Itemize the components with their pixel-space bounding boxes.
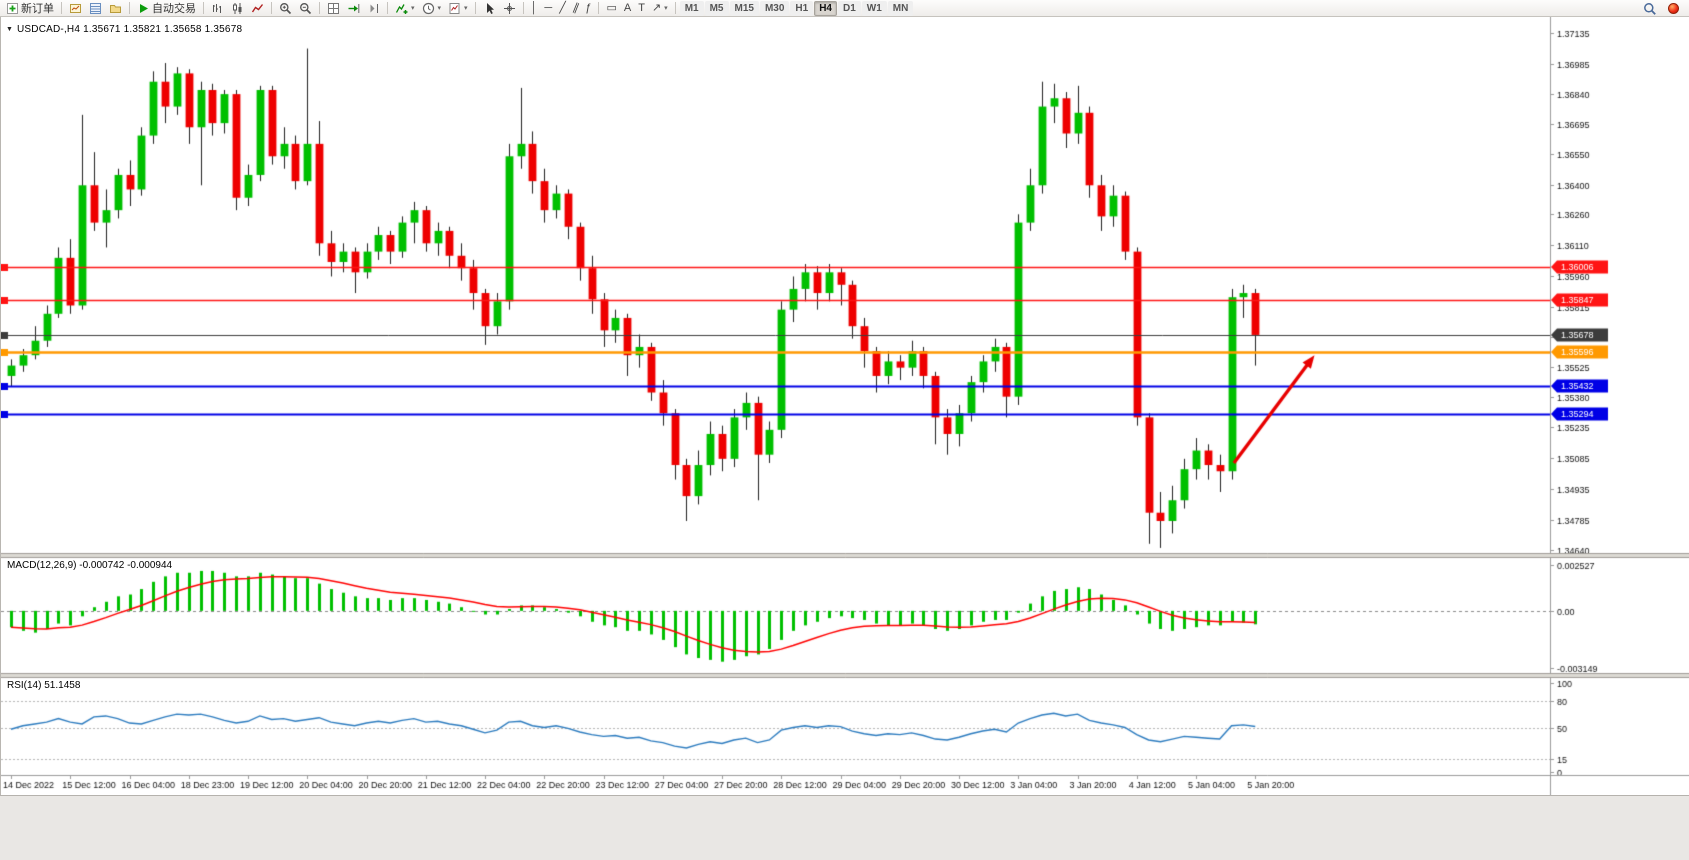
chart-collapse-icon[interactable]: ▼ [6,26,13,33]
zoom-in-icon [280,2,292,14]
new-order-icon [7,2,18,14]
toolbar-separator [319,2,320,14]
trendline-button[interactable]: ╱ [556,1,569,16]
cursor-icon [486,2,494,14]
price-chart-canvas[interactable] [1,17,1689,795]
autotrading-icon [140,3,148,13]
shapes-icon: ▭ [606,1,617,14]
periods-icon [422,2,434,14]
status-area [0,795,1689,860]
horizontal-line-icon: ─ [544,1,553,14]
indicators-button[interactable]: ▾ [392,1,418,16]
timeframe-button-m1[interactable]: M1 [679,0,704,16]
auto-scroll-button[interactable] [344,1,363,16]
chart-window: ▼ USDCAD-,H4 1.35671 1.35821 1.35658 1.3… [0,17,1689,795]
text-label-icon: T [638,1,645,14]
data-window-icon [90,2,101,14]
toolbar-separator [387,2,388,14]
crosshair-icon [503,2,515,14]
autotrading-button[interactable]: 自动交易 [134,1,199,16]
toolbar-separator [474,2,476,14]
fibonacci-button[interactable]: ƒ [582,1,594,16]
chart-shift-icon [370,3,378,13]
navigator-button[interactable] [106,1,125,16]
cursor-button[interactable] [480,1,499,16]
vertical-line-button[interactable]: │ [528,1,541,16]
candlestick-chart-icon [233,2,242,14]
fibonacci-icon: ƒ [585,1,592,14]
timeframe-button-w1[interactable]: W1 [861,0,887,16]
indicators-icon [395,3,408,14]
community-icon [1668,2,1679,14]
toolbar-separator [129,2,130,14]
periods-button[interactable]: ▾ [419,1,445,16]
channel-icon: ∥ [570,0,581,15]
zoom-out-icon [300,2,312,14]
templates-icon [449,2,460,14]
new-order-button-label: 新订单 [21,3,54,15]
timeframe-button-d1[interactable]: D1 [838,0,861,16]
templates-button[interactable]: ▾ [445,1,471,16]
toolbar-separator [598,2,600,14]
search-icon [1644,2,1656,15]
text-tool-button[interactable]: A [621,1,634,16]
toolbar: 新订单 自动交易 ▾ ▾ ▾ │ ─ ╱ ∥ ƒ ▭ A T ↗ ▾ M1 M5 M15 M30 H1 H4 D1 W1 MN [0,0,1689,17]
zoom-in-button[interactable] [276,1,295,16]
channel-button[interactable]: ∥ [570,1,582,16]
toolbar-separator [203,2,204,14]
market-watch-button[interactable] [66,1,85,16]
bar-chart-button[interactable] [208,1,227,16]
chart-shift-button[interactable] [364,1,383,16]
search-button[interactable] [1640,1,1659,16]
crosshair-button[interactable] [500,1,519,16]
horizontal-line-button[interactable]: ─ [541,1,555,16]
zoom-out-button[interactable] [296,1,315,16]
chevron-down-icon: ▾ [437,5,442,12]
bar-chart-icon [213,3,221,13]
auto-scroll-icon [348,3,360,13]
timeframe-button-m5[interactable]: M5 [704,0,729,16]
text-tool-icon: A [623,1,632,14]
timeframe-button-m30[interactable]: M30 [759,0,790,16]
market-watch-icon [70,3,81,13]
navigator-icon [110,4,121,13]
toolbar-right-group [1640,1,1686,16]
chevron-down-icon: ▾ [464,5,468,12]
toolbar-separator [271,2,272,14]
tile-windows-button[interactable] [324,1,343,16]
arrows-tool-icon: ↗ [651,1,662,14]
toolbar-separator [674,2,676,14]
shapes-button[interactable]: ▭ [603,1,619,16]
community-button[interactable] [1665,1,1682,16]
chevron-down-icon: ▾ [411,5,415,12]
timeframe-button-h4[interactable]: H4 [814,0,837,16]
timeframe-button-m15[interactable]: M15 [729,0,759,16]
toolbar-separator [61,2,62,14]
timeframe-button-h1[interactable]: H1 [790,0,814,16]
timeframe-button-mn[interactable]: MN [887,0,914,16]
candlestick-chart-button[interactable] [228,1,247,16]
autotrading-button-label: 自动交易 [152,3,196,15]
line-chart-icon [251,3,264,12]
toolbar-separator [522,2,524,14]
data-window-button[interactable] [86,1,105,16]
tile-windows-icon [328,2,339,14]
new-order-button[interactable]: 新订单 [3,1,57,16]
text-label-button[interactable]: T [635,1,648,16]
chevron-down-icon: ▾ [664,5,668,12]
trendline-icon: ╱ [559,1,566,14]
arrows-tool-button[interactable]: ↗ ▾ [649,1,671,16]
line-chart-button[interactable] [248,1,267,16]
vertical-line-icon: │ [530,1,538,14]
